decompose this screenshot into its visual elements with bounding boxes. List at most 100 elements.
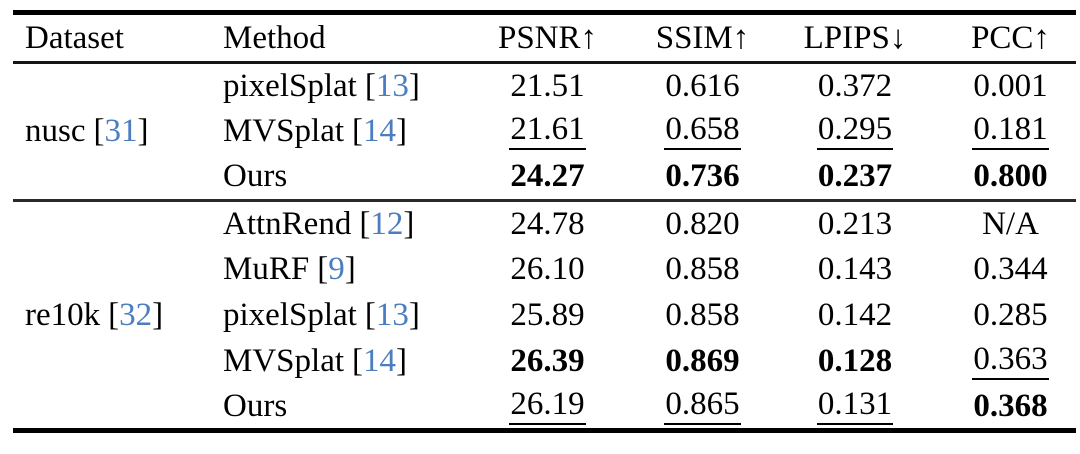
metric-cell: 24.78: [455, 201, 640, 247]
method-name: AttnRend: [223, 205, 352, 242]
metric-cell: 0.363: [945, 339, 1076, 385]
bracket-open: [: [352, 343, 364, 379]
metric-value: 0.820: [665, 205, 740, 242]
method-cell: MVSplat [14]: [210, 109, 455, 155]
metric-value: 0.658: [664, 113, 741, 150]
citation-number[interactable]: 14: [363, 343, 397, 379]
metric-cell: 0.285: [945, 293, 1076, 339]
metric-value: 0.858: [665, 251, 740, 287]
bracket-close: ]: [396, 113, 408, 149]
bracket-open: [: [352, 113, 364, 149]
citation-number[interactable]: 13: [375, 297, 409, 333]
metric-value: 26.10: [510, 251, 585, 287]
metric-value: N/A: [982, 205, 1039, 242]
citation: [9]: [317, 251, 356, 287]
citation: [32]: [108, 297, 163, 333]
metric-value: 0.616: [665, 67, 740, 104]
method-cell: pixelSplat [13]: [210, 63, 455, 109]
bracket-open: [: [317, 251, 329, 287]
bracket-open: [: [359, 205, 371, 242]
metric-cell: 26.19: [455, 385, 640, 431]
group-nusc: nusc [31] pixelSplat [13] 21.51 0.616 0.37…: [13, 63, 1076, 201]
bracket-close: ]: [137, 113, 149, 149]
metric-value: 0.295: [816, 113, 894, 150]
metric-cell: 0.820: [640, 201, 765, 247]
metric-value: 21.51: [510, 67, 585, 104]
metric-cell: 0.213: [765, 201, 945, 247]
metric-value: 0.736: [665, 158, 740, 195]
metric-value: 0.181: [972, 113, 1049, 150]
method-name: MVSplat: [223, 113, 345, 149]
table-row: MVSplat [14] 26.39 0.869 0.128 0.363: [13, 339, 1076, 385]
results-table: Dataset Method PSNR↑ SSIM↑ LPIPS↓ PCC↑ n…: [13, 10, 1076, 433]
citation: [13]: [365, 68, 420, 104]
metric-value: 0.869: [665, 343, 740, 379]
metric-cell: 0.344: [945, 247, 1076, 293]
header-row: Dataset Method PSNR↑ SSIM↑ LPIPS↓ PCC↑: [13, 13, 1076, 63]
metric-cell: 0.616: [640, 63, 765, 109]
metric-cell: 0.372: [765, 63, 945, 109]
metric-cell: 24.27: [455, 155, 640, 201]
method-name: Ours: [223, 387, 288, 424]
metric-value: 0.865: [664, 387, 741, 425]
method-cell: Ours: [210, 155, 455, 201]
method-name: pixelSplat: [223, 297, 357, 333]
metric-value: 0.142: [817, 297, 893, 333]
metric-cell: 0.368: [945, 385, 1076, 431]
metric-cell: 0.143: [765, 247, 945, 293]
metric-value: 0.368: [973, 387, 1048, 424]
metric-value: 25.89: [510, 297, 585, 333]
method-name: MVSplat: [223, 343, 345, 379]
citation: [31]: [94, 113, 149, 149]
group-re10k: re10k [32] AttnRend [12] 24.78 0.820 0.213…: [13, 200, 1076, 431]
metric-cell: 0.865: [640, 385, 765, 431]
col-header-method: Method: [223, 19, 326, 56]
metric-cell: 0.131: [765, 385, 945, 431]
metric-cell: 0.001: [945, 63, 1076, 109]
metric-value: 0.128: [817, 343, 893, 379]
citation-number[interactable]: 13: [375, 67, 409, 104]
method-cell: AttnRend [12]: [210, 201, 455, 247]
metric-cell: 21.61: [455, 109, 640, 155]
dataset-cell: re10k [32]: [13, 201, 210, 431]
table-row: pixelSplat [13] 25.89 0.858 0.142 0.285: [13, 293, 1076, 339]
citation: [12]: [359, 206, 414, 242]
method-cell: pixelSplat [13]: [210, 293, 455, 339]
citation-number[interactable]: 32: [119, 296, 153, 333]
metric-cell: 26.10: [455, 247, 640, 293]
bracket-close: ]: [344, 251, 356, 287]
citation-number[interactable]: 9: [328, 251, 345, 287]
table-header: Dataset Method PSNR↑ SSIM↑ LPIPS↓ PCC↑: [13, 13, 1076, 63]
table-row: re10k [32] AttnRend [12] 24.78 0.820 0.213…: [13, 201, 1076, 331]
table-row: MuRF [9] 26.10 0.858 0.143 0.344: [13, 247, 1076, 293]
bracket-close: ]: [396, 343, 408, 379]
metric-cell: 26.39: [455, 339, 640, 385]
metric-cell: 0.142: [765, 293, 945, 339]
metric-cell: 0.237: [765, 155, 945, 201]
metric-cell: 0.858: [640, 247, 765, 293]
metric-value: 21.61: [509, 113, 586, 150]
table-row: MVSplat [14] 21.61 0.658 0.295 0.181: [13, 109, 1076, 155]
metric-value: 0.285: [973, 297, 1048, 333]
table-row: Ours 26.19 0.865 0.131 0.368: [13, 385, 1076, 431]
metric-value: 0.001: [973, 67, 1048, 104]
metric-value: 0.800: [973, 158, 1048, 195]
citation-number[interactable]: 14: [363, 113, 397, 149]
dataset-cell: nusc [31]: [13, 63, 210, 201]
metric-cell: 21.51: [455, 63, 640, 109]
table-row: nusc [31] pixelSplat [13] 21.51 0.616 0.37…: [13, 63, 1076, 147]
method-cell: MuRF [9]: [210, 247, 455, 293]
dataset-name: re10k: [25, 296, 101, 333]
citation-number[interactable]: 31: [104, 113, 138, 149]
metric-value: 0.363: [972, 343, 1049, 380]
metric-cell: 0.295: [765, 109, 945, 155]
metric-value: 0.344: [973, 251, 1048, 287]
citation-number[interactable]: 12: [370, 205, 404, 242]
metric-cell: 0.869: [640, 339, 765, 385]
metric-cell: 0.800: [945, 155, 1076, 201]
metric-value: 24.27: [510, 158, 585, 195]
metric-value: 0.237: [817, 158, 893, 195]
col-header-dataset: Dataset: [25, 19, 124, 56]
method-cell: Ours: [210, 385, 455, 431]
bracket-open: [: [93, 113, 105, 149]
